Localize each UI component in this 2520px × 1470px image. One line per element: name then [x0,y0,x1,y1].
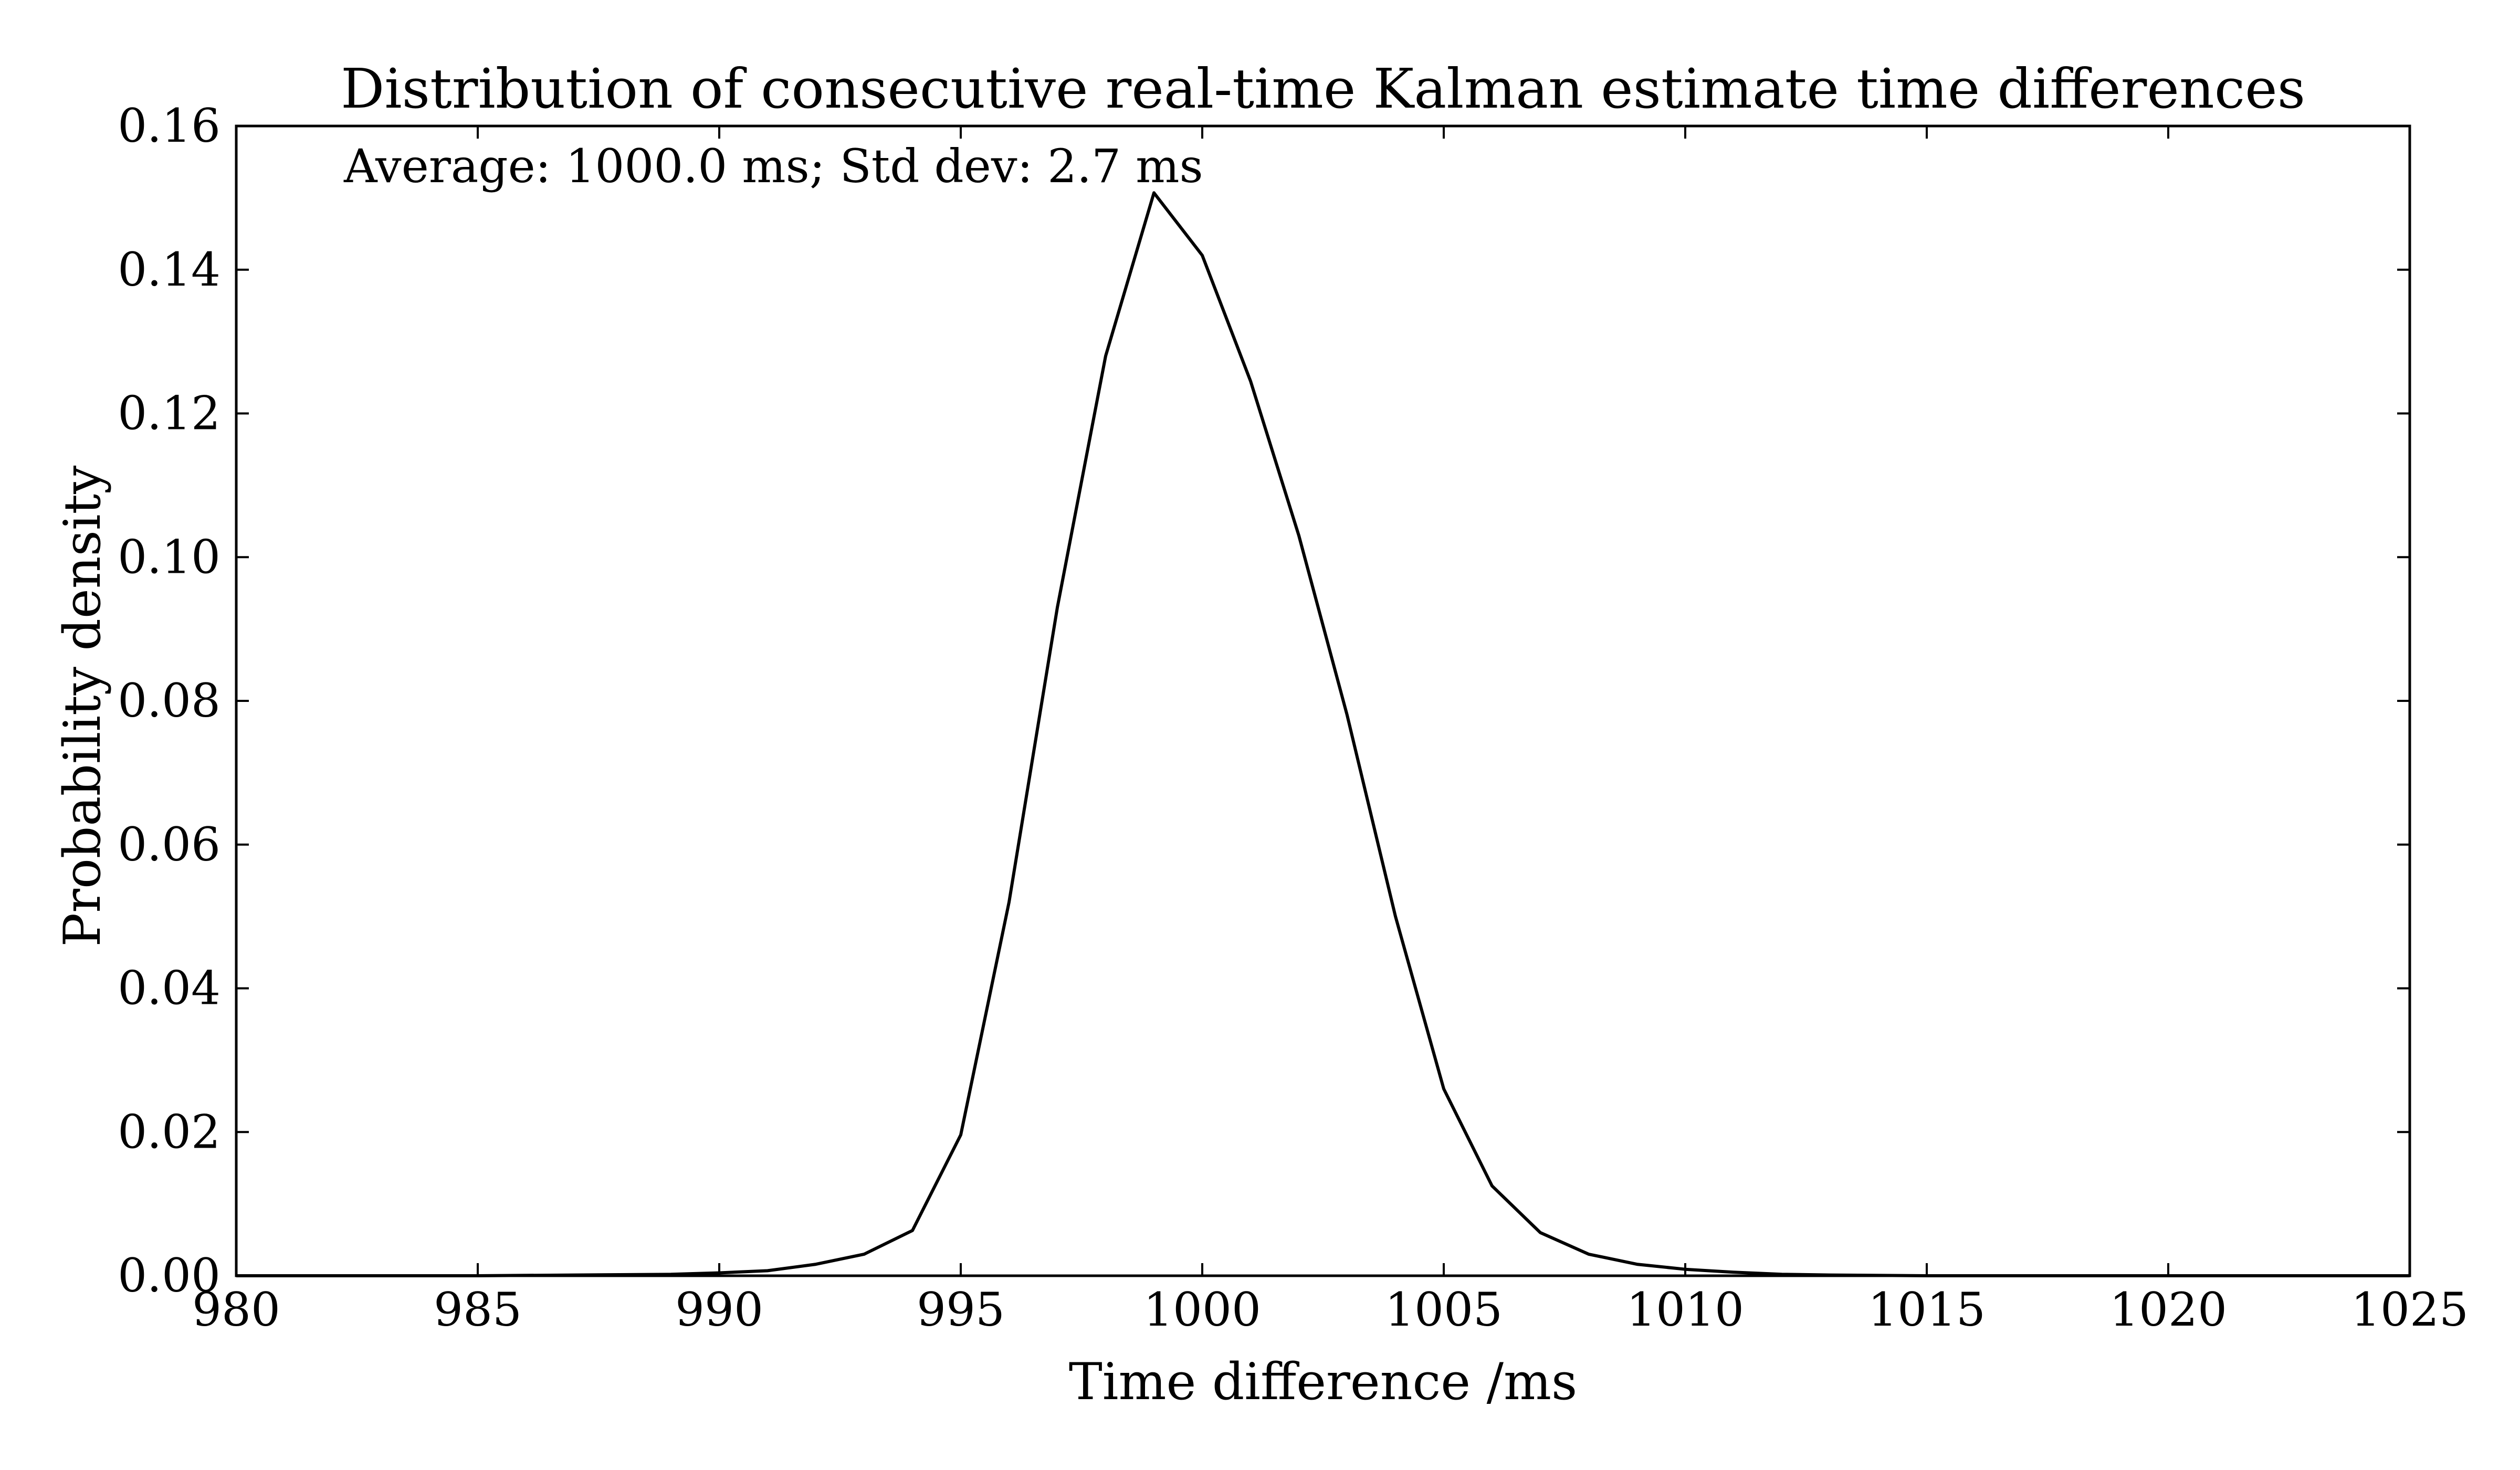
x-tick-label: 985 [434,1283,522,1337]
x-tick-label: 1010 [1626,1283,1744,1337]
y-tick-label: 0.14 [118,243,220,297]
series-line [236,191,2410,1277]
y-tick-label: 0.06 [118,817,220,872]
x-tick-label: 990 [675,1283,763,1337]
tick-group: 980 985 990 995 1000 1005 1010 1015 1020 1025 0.00… [118,99,2469,1337]
x-tick-label: 980 [192,1283,280,1337]
y-tick-label: 0.08 [118,674,220,728]
x-tick-label: 995 [917,1283,1005,1337]
y-tick-label: 0.10 [118,530,220,584]
y-tick-label: 0.04 [118,961,220,1015]
chart-title: Distribution of consecutive real-time Ka… [341,57,2305,121]
x-tick-label: 1020 [2109,1283,2227,1337]
stats-annotation: Average: 1000.0 ms; Std dev: 2.7 ms [343,139,1203,193]
y-tick-label: 0.12 [118,386,220,440]
x-tick-label: 1025 [2351,1283,2469,1337]
x-tick-label: 1005 [1385,1283,1503,1337]
x-tick-label: 1015 [1868,1283,1986,1337]
y-tick-label: 0.02 [118,1105,220,1159]
x-tick-label: 1000 [1143,1283,1261,1337]
y-tick-label: 0.16 [118,99,220,153]
x-axis-label: Time difference /ms [1069,1352,1578,1411]
y-tick-label: 0.00 [118,1248,220,1303]
plot-frame [235,124,2411,1277]
y-axis-label: Probability density [53,466,112,947]
